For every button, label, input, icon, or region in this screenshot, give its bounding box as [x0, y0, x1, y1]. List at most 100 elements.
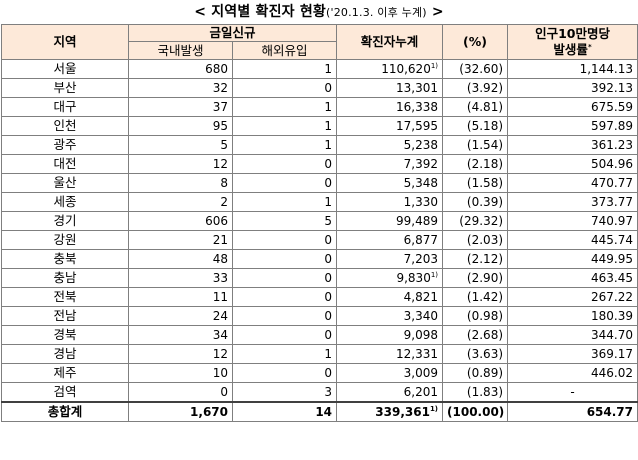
domestic-value: 34 — [212, 328, 228, 342]
region-value: 대구 — [53, 99, 77, 114]
region-value: 광주 — [53, 137, 77, 152]
cumulative-value: 3,009 — [403, 366, 439, 380]
percent-cell: (29.32) — [442, 211, 509, 231]
domestic-cell: 21 — [128, 230, 233, 250]
title-suffix: > — [426, 4, 444, 20]
percent-cell: (5.18) — [442, 116, 509, 136]
percent-value: (4.81) — [466, 100, 504, 114]
region-cell: 서울 — [1, 59, 129, 79]
rate-cell: 504.96 — [507, 154, 638, 174]
region-cell: 제주 — [1, 363, 129, 383]
domestic-value: 8 — [220, 176, 228, 190]
region-value: 제주 — [53, 365, 77, 380]
overseas-cell: 1 — [231, 116, 338, 136]
domestic-value: 10 — [212, 366, 228, 380]
rate-cell: 361.23 — [507, 135, 638, 155]
cumulative-cell: 7,392 — [336, 154, 444, 174]
cumulative-cell: 16,338 — [336, 97, 444, 117]
domestic-cell: 1,670 — [128, 401, 233, 422]
percent-cell: (2.18) — [442, 154, 509, 174]
rate-cell: 267.22 — [507, 287, 638, 307]
table-row: 경북 34 0 9,098 (2.68) 344.70 — [1, 325, 638, 345]
cumulative-cell: 339,3611) — [336, 401, 444, 422]
table-row: 전남 24 0 3,340 (0.98) 180.39 — [1, 306, 638, 326]
rate-value: 373.77 — [591, 195, 634, 209]
percent-cell: (100.00) — [442, 401, 509, 422]
percent-cell: (2.03) — [442, 230, 509, 250]
table-row: 세종 2 1 1,330 (0.39) 373.77 — [1, 192, 638, 212]
percent-value: (2.68) — [466, 328, 504, 342]
overseas-cell: 5 — [231, 211, 338, 231]
domestic-value: 5 — [220, 138, 228, 152]
region-value: 검역 — [53, 384, 77, 399]
cumulative-value: 3,340 — [403, 309, 439, 323]
percent-cell: (2.90) — [442, 268, 509, 288]
domestic-cell: 12 — [128, 344, 233, 364]
cumulative-value: 99,489 — [396, 214, 439, 228]
region-cell: 검역 — [1, 382, 129, 403]
table-row: 대전 12 0 7,392 (2.18) 504.96 — [1, 154, 638, 174]
table-row: 강원 21 0 6,877 (2.03) 445.74 — [1, 230, 638, 250]
table-row: 광주 5 1 5,238 (1.54) 361.23 — [1, 135, 638, 155]
cumulative-value: 110,620 — [381, 62, 431, 76]
rate-value: 449.95 — [591, 252, 634, 266]
domestic-cell: 12 — [128, 154, 233, 174]
rate-value: 180.39 — [591, 309, 634, 323]
percent-cell: (3.92) — [442, 78, 509, 98]
rate-cell: 373.77 — [507, 192, 638, 212]
cumulative-value: 6,201 — [403, 385, 439, 399]
overseas-cell: 0 — [231, 78, 338, 98]
overseas-value: 1 — [324, 100, 333, 114]
domestic-value: 33 — [212, 271, 228, 285]
region-value: 인천 — [53, 118, 77, 133]
domestic-value: 1,670 — [190, 405, 228, 419]
percent-value: (32.60) — [459, 62, 504, 76]
overseas-cell: 0 — [231, 249, 338, 269]
cumulative-value: 12,331 — [396, 347, 439, 361]
domestic-cell: 8 — [128, 173, 233, 193]
domestic-value: 0 — [220, 385, 228, 399]
overseas-cell: 0 — [231, 363, 338, 383]
overseas-cell: 0 — [231, 230, 338, 250]
domestic-cell: 680 — [128, 59, 233, 79]
cumulative-cell: 13,301 — [336, 78, 444, 98]
region-cell: 경남 — [1, 344, 129, 364]
table-row: 충남 33 0 9,8301) (2.90) 463.45 — [1, 268, 638, 288]
cumulative-value: 4,821 — [403, 290, 439, 304]
percent-value: (1.58) — [466, 176, 504, 190]
region-cell: 강원 — [1, 230, 129, 250]
domestic-value: 12 — [212, 157, 228, 171]
rate-cell: 463.45 — [507, 268, 638, 288]
region-value: 대전 — [53, 156, 77, 171]
overseas-value: 0 — [324, 252, 333, 266]
region-cell: 경북 — [1, 325, 129, 345]
percent-value: (5.18) — [466, 119, 504, 133]
overseas-cell: 0 — [231, 287, 338, 307]
table-row: 검역 0 3 6,201 (1.83) - — [1, 382, 638, 403]
region-cell: 전북 — [1, 287, 129, 307]
percent-value: (3.92) — [466, 81, 504, 95]
percent-value: (1.54) — [466, 138, 504, 152]
region-value: 경북 — [53, 327, 77, 342]
domestic-cell: 34 — [128, 325, 233, 345]
overseas-cell: 0 — [231, 306, 338, 326]
cumulative-cell: 99,489 — [336, 211, 444, 231]
rate-value: 1,144.13 — [579, 62, 634, 76]
region-value: 충남 — [53, 270, 77, 285]
table-row: 제주 10 0 3,009 (0.89) 446.02 — [1, 363, 638, 383]
region-value: 서울 — [53, 61, 77, 76]
table-row: 인천 95 1 17,595 (5.18) 597.89 — [1, 116, 638, 136]
overseas-value: 0 — [324, 81, 333, 95]
table-row: 서울 680 1 110,6201) (32.60) 1,144.13 — [1, 59, 638, 79]
percent-value: (2.03) — [466, 233, 504, 247]
domestic-cell: 5 — [128, 135, 233, 155]
header-domestic: 국내발생 — [128, 41, 233, 60]
overseas-cell: 0 — [231, 268, 338, 288]
rate-cell: 369.17 — [507, 344, 638, 364]
rate-value: 445.74 — [591, 233, 634, 247]
percent-cell: (1.42) — [442, 287, 509, 307]
domestic-value: 12 — [212, 347, 228, 361]
region-value: 경남 — [53, 346, 77, 361]
overseas-value: 3 — [324, 385, 333, 399]
percent-cell: (0.98) — [442, 306, 509, 326]
